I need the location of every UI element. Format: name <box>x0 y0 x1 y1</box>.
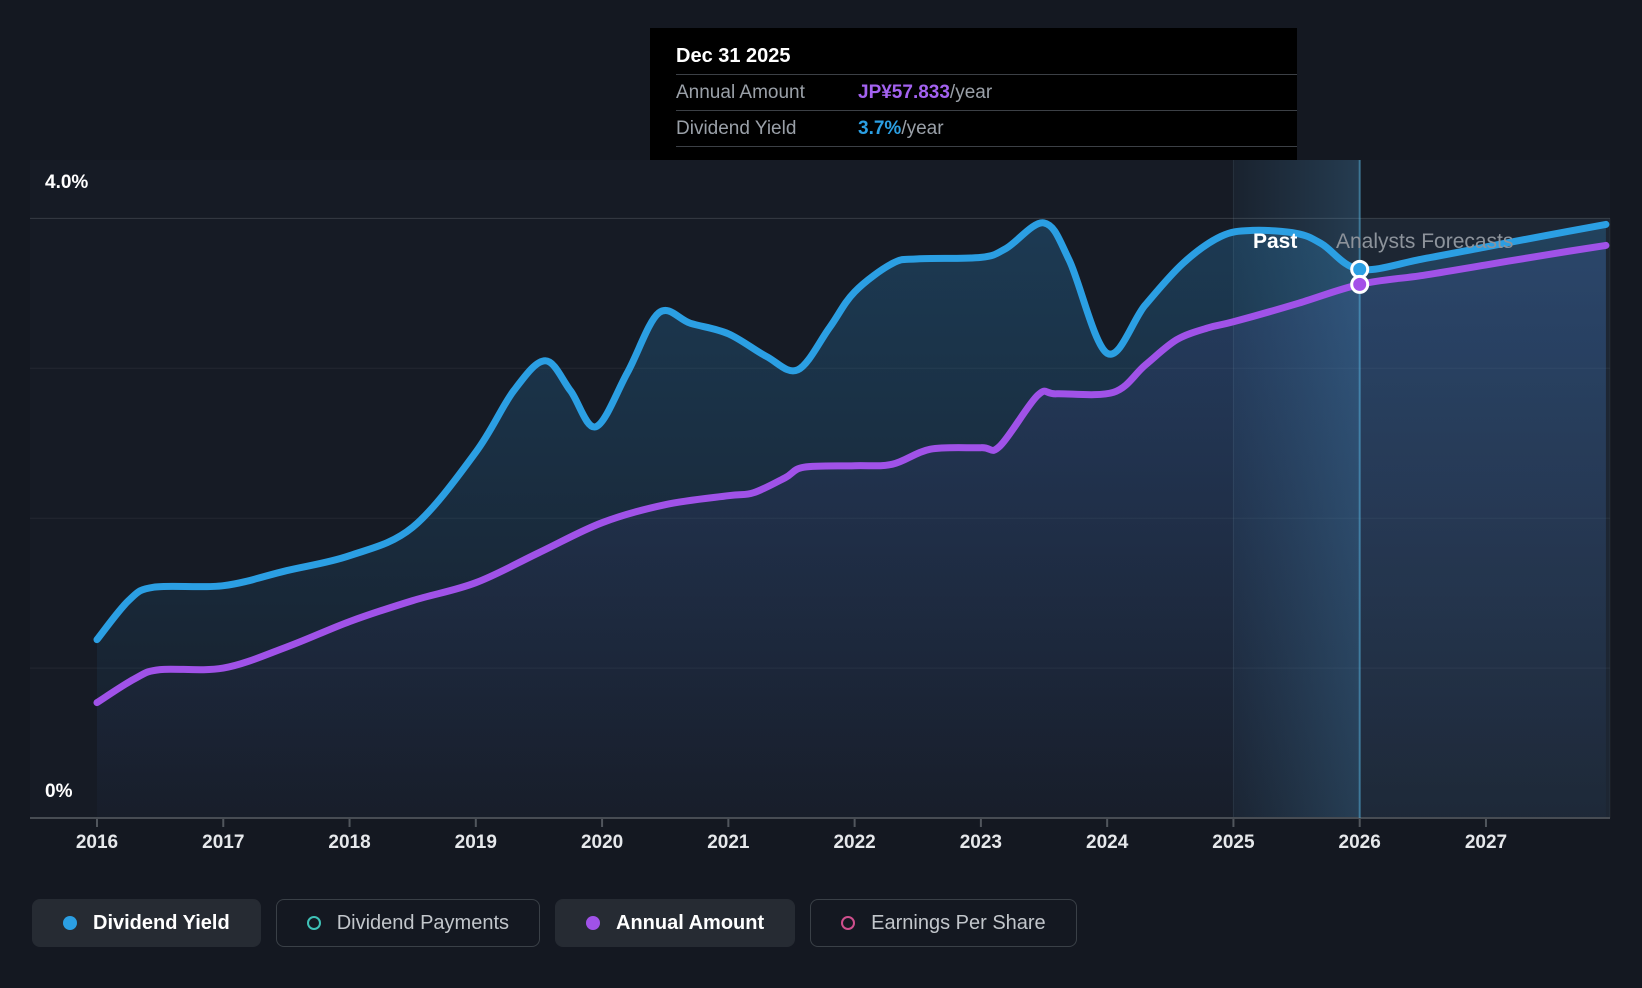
x-axis-label-2016: 2016 <box>75 832 119 853</box>
x-axis-label-2027: 2027 <box>1464 832 1508 853</box>
x-axis-label-2017: 2017 <box>202 832 245 853</box>
x-axis-label-2022: 2022 <box>833 832 876 853</box>
y-axis-label-bottom: 0% <box>45 781 73 802</box>
legend-toggle-dividend-yield[interactable]: Dividend Yield <box>32 899 261 947</box>
legend-toggle-dividend-payments[interactable]: Dividend Payments <box>275 899 541 947</box>
legend-toggle-annual-amount[interactable]: Annual Amount <box>555 899 796 947</box>
x-axis-label-2019: 2019 <box>454 832 497 853</box>
series-legend: Dividend Yield Dividend Payments Annual Am… <box>32 899 1077 947</box>
dividend-payments-series-dot-icon <box>306 916 321 930</box>
tooltip-label: Annual Amount <box>676 81 805 103</box>
x-axis-label-2020: 2020 <box>580 832 624 853</box>
x-axis-label-2021: 2021 <box>707 832 750 853</box>
x-axis-label-2023: 2023 <box>959 832 1003 853</box>
legend-label: Dividend Yield <box>93 911 230 934</box>
legend-label: Dividend Payments <box>336 911 510 934</box>
x-axis-label-2024: 2024 <box>1086 832 1129 853</box>
tooltip-value-suffix: /year <box>901 117 944 139</box>
y-axis-label-top: 4.0% <box>45 172 89 193</box>
dividend-yield-line <box>93 219 1610 644</box>
analysts-forecasts-label: Analysts Forecasts <box>1336 230 1514 253</box>
forecast-marker-annual-amount <box>1350 274 1370 294</box>
dividend-yield-area <box>97 222 1606 818</box>
chart-tooltip: Dec 31 2025 Annual Amount JP¥57.833 /yea… <box>650 28 1297 160</box>
tooltip-date: Dec 31 2025 <box>676 44 791 67</box>
x-axis-label-2026: 2026 <box>1338 832 1381 853</box>
tooltip-value: 3.7% <box>858 117 902 139</box>
x-axis-label-2025: 2025 <box>1212 832 1255 853</box>
annual-amount-series-dot-icon <box>586 916 601 930</box>
dividend-yield-series-dot-icon <box>63 916 77 930</box>
legend-toggle-earnings-per-share[interactable]: Earnings Per Share <box>810 899 1077 947</box>
annual-amount-line <box>93 241 1610 707</box>
past-label: Past <box>1253 230 1298 253</box>
hover-highlight-band <box>1233 160 1360 818</box>
x-axis-label-2018: 2018 <box>328 832 371 853</box>
tooltip-row-annual-amount: Annual Amount JP¥57.833 /year <box>676 74 1297 110</box>
legend-label: Annual Amount <box>616 911 765 934</box>
tooltip-label: Dividend Yield <box>676 117 797 139</box>
tooltip-value-suffix: /year <box>949 81 993 103</box>
tooltip-row-dividend-yield: Dividend Yield 3.7% /year <box>676 110 1297 147</box>
earnings-per-share-series-dot-icon <box>841 916 856 930</box>
legend-label: Earnings Per Share <box>871 911 1046 934</box>
tooltip-value: JP¥57.833 <box>858 81 950 103</box>
forecast-region <box>1359 218 1610 818</box>
